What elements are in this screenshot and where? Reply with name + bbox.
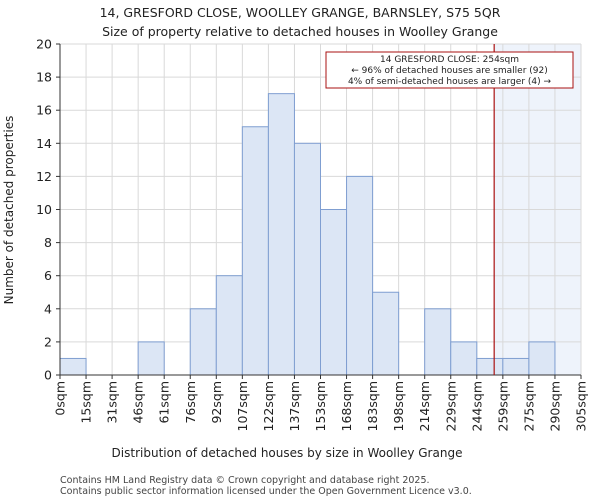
annotation-line-1: 14 GRESFORD CLOSE: 254sqm — [380, 55, 519, 65]
y-tick-label: 10 — [36, 202, 52, 217]
chart-subtitle: Size of property relative to detached ho… — [102, 24, 498, 39]
x-tick-label: 290sqm — [547, 381, 562, 431]
x-tick-label: 168sqm — [339, 381, 354, 431]
y-tick-label: 20 — [36, 37, 52, 52]
histogram-bar — [241, 126, 269, 376]
x-tick-label: 107sqm — [235, 381, 250, 431]
x-axis-label: Distribution of detached houses by size … — [112, 446, 463, 460]
x-tick-label: 275sqm — [521, 381, 536, 431]
y-tick-label: 4 — [44, 301, 52, 316]
y-tick-label: 0 — [44, 368, 52, 383]
y-tick-label: 8 — [44, 235, 52, 250]
y-tick-label: 6 — [44, 268, 52, 283]
histogram-bar — [320, 209, 348, 376]
x-tick-label: 15sqm — [79, 381, 94, 424]
annotation-line-3: 4% of semi-detached houses are larger (4… — [348, 77, 552, 87]
x-tick-label: 31sqm — [105, 381, 120, 424]
histogram-bar — [424, 308, 452, 376]
histogram-bar — [293, 142, 322, 376]
x-tick-label: 61sqm — [157, 381, 172, 424]
histogram-bar — [476, 357, 504, 376]
x-tick-label: 0sqm — [53, 381, 68, 416]
chart-title: 14, GRESFORD CLOSE, WOOLLEY GRANGE, BARN… — [100, 5, 501, 20]
footer-line-1: Contains HM Land Registry data © Crown c… — [60, 475, 430, 486]
y-tick-label: 14 — [36, 136, 52, 151]
x-tick-label: 305sqm — [574, 381, 589, 431]
histogram-bar — [450, 341, 478, 376]
histogram-bar — [372, 291, 400, 376]
x-tick-label: 214sqm — [417, 381, 432, 431]
histogram-bar — [267, 93, 295, 376]
x-tick-label: 76sqm — [183, 381, 198, 424]
y-tick-label: 12 — [36, 169, 52, 184]
bars — [59, 93, 556, 376]
x-tick-label: 46sqm — [131, 381, 146, 424]
x-tick-label: 183sqm — [365, 381, 380, 431]
histogram-bar — [215, 275, 243, 376]
x-tick-label: 198sqm — [391, 381, 406, 431]
histogram-bar — [502, 357, 530, 376]
annotation-border — [325, 51, 574, 89]
y-tick-label: 18 — [36, 70, 52, 85]
y-tick-label: 16 — [36, 103, 52, 118]
x-tick-labels: 0sqm 15sqm 31sqm 46sqm 61sqm 76sqm 92sqm 107sqm… — [53, 375, 589, 431]
x-tick-label: 137sqm — [287, 381, 302, 431]
x-tick-label: 122sqm — [261, 381, 276, 431]
footer-line-2: Contains public sector information licen… — [60, 486, 472, 497]
x-tick-label: 244sqm — [469, 381, 484, 431]
x-tick-label: 92sqm — [209, 381, 224, 424]
annotation-line-2: ← 96% of detached houses are smaller (92… — [351, 66, 548, 76]
y-tick-labels: 0 2 4 6 8 10 12 14 16 18 20 — [36, 37, 60, 383]
x-tick-label: 153sqm — [313, 381, 328, 431]
annotation-box: 14 GRESFORD CLOSE: 254sqm ← 96% of detac… — [325, 51, 574, 89]
y-tick-label: 2 — [44, 334, 52, 349]
histogram-bar — [528, 341, 556, 376]
histogram-bar — [346, 175, 374, 376]
histogram-bar — [59, 357, 87, 376]
x-tick-label: 259sqm — [495, 381, 510, 431]
histogram-bar — [137, 341, 165, 376]
x-tick-label: 229sqm — [443, 381, 458, 431]
y-axis-label: Number of detached properties — [2, 116, 16, 305]
histogram-bar — [189, 308, 217, 376]
